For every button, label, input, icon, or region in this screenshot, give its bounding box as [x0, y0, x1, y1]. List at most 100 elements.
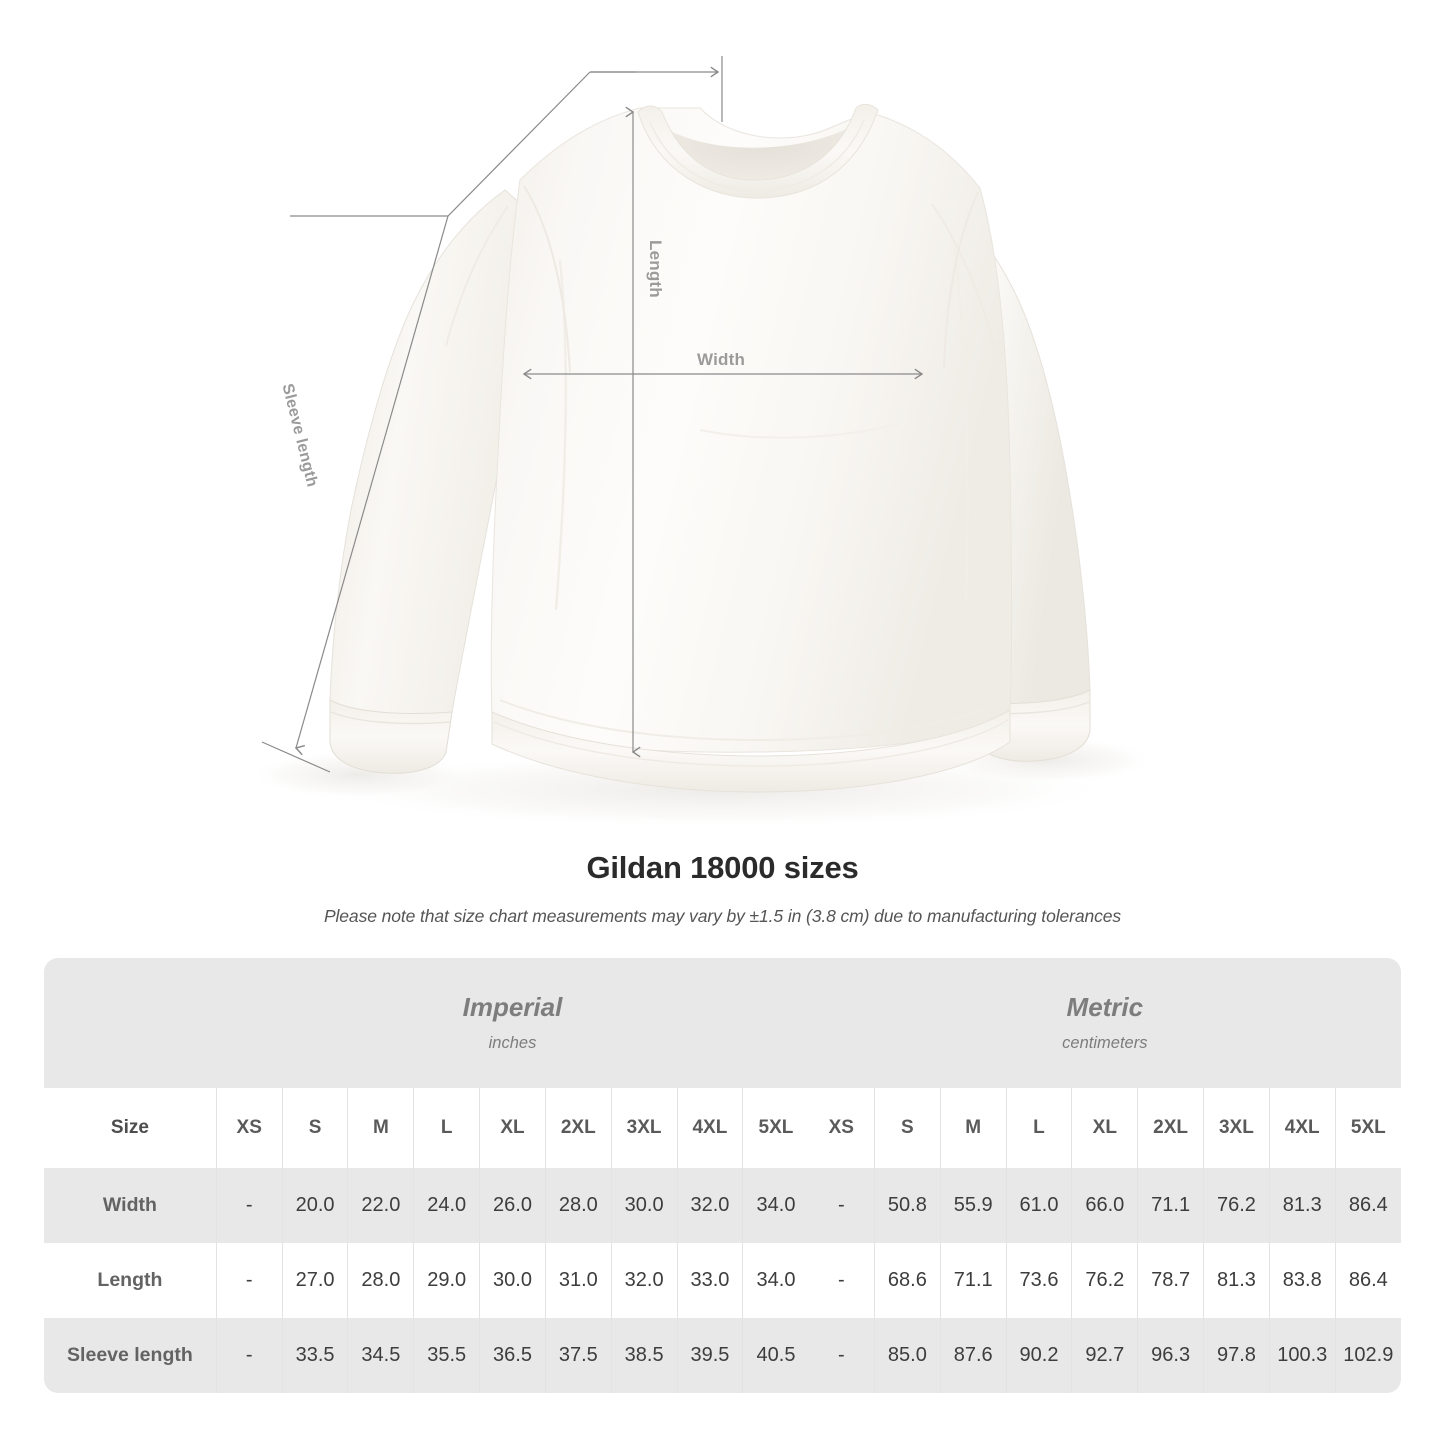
cell-width-imperial-5xl: 34.0	[742, 1168, 809, 1243]
title-block: Gildan 18000 sizes Please note that size…	[0, 840, 1445, 927]
column-header-metric-4xl: 4XL	[1268, 1088, 1336, 1168]
column-header-metric-xs: XS	[808, 1088, 875, 1168]
cell-width-imperial-s: 20.0	[281, 1168, 348, 1243]
cell-length-imperial-2xl: 31.0	[544, 1243, 612, 1318]
column-header-metric-5xl: 5XL	[1334, 1088, 1401, 1168]
measure-label-length: Length	[646, 240, 665, 298]
cell-sleeve-length-metric-2xl: 96.3	[1137, 1318, 1204, 1393]
column-header-metric-s: S	[873, 1088, 941, 1168]
cell-width-imperial-4xl: 32.0	[676, 1168, 743, 1243]
column-header-imperial-xl: XL	[479, 1088, 546, 1168]
column-header-imperial-s: S	[281, 1088, 348, 1168]
cell-width-metric-5xl: 86.4	[1334, 1168, 1401, 1243]
table-row-sleeve-length: Sleeve length -33.5 34.5 35.5 36.5 37.5 38.5 39…	[44, 1318, 1401, 1393]
column-header-metric-xl: XL	[1071, 1088, 1138, 1168]
unit-sub-imperial: inches	[488, 1033, 537, 1052]
cell-width-metric-m: 55.9	[939, 1168, 1007, 1243]
cell-length-metric-4xl: 83.8	[1268, 1243, 1336, 1318]
cell-sleeve-length-metric-xs: -	[808, 1318, 875, 1393]
cell-width-metric-3xl: 76.2	[1203, 1168, 1270, 1243]
cell-sleeve-length-imperial-xl: 36.5	[479, 1318, 546, 1393]
table-row-width: Width -20.0 22.0 24.0 26.0 28.0 30.0 32.0 34.0-5…	[44, 1168, 1401, 1243]
cell-sleeve-length-imperial-4xl: 39.5	[676, 1318, 743, 1393]
cell-width-metric-4xl: 81.3	[1268, 1168, 1336, 1243]
column-header-imperial-3xl: 3XL	[610, 1088, 678, 1168]
cell-sleeve-length-imperial-l: 35.5	[413, 1318, 480, 1393]
page-title: Gildan 18000 sizes	[586, 850, 859, 885]
cell-sleeve-length-metric-4xl: 100.3	[1268, 1318, 1336, 1393]
unit-name-metric: Metric	[1066, 992, 1144, 1023]
size-chart-table-wrap: Imperial inches Metric centimeters Size X…	[44, 958, 1401, 1393]
column-header-metric-m: M	[939, 1088, 1007, 1168]
cell-length-metric-3xl: 81.3	[1203, 1243, 1270, 1318]
cell-width-imperial-xs: -	[215, 1168, 283, 1243]
row-label-length: Length	[44, 1243, 217, 1318]
cell-length-imperial-xs: -	[215, 1243, 283, 1318]
cell-sleeve-length-metric-s: 85.0	[873, 1318, 941, 1393]
column-header-size: Size	[44, 1088, 217, 1168]
unit-header-imperial: Imperial inches	[216, 958, 809, 1088]
cell-length-imperial-3xl: 32.0	[610, 1243, 678, 1318]
row-label-sleeve-length: Sleeve length	[44, 1318, 217, 1393]
cell-sleeve-length-imperial-2xl: 37.5	[544, 1318, 612, 1393]
cell-length-metric-l: 73.6	[1005, 1243, 1072, 1318]
cell-length-metric-m: 71.1	[939, 1243, 1007, 1318]
column-header-imperial-5xl: 5XL	[742, 1088, 809, 1168]
cell-width-metric-xs: -	[808, 1168, 875, 1243]
size-chart-table: Imperial inches Metric centimeters Size X…	[44, 958, 1401, 1393]
table-row-length: Length -27.0 28.0 29.0 30.0 31.0 32.0 33.0 34.0-…	[44, 1243, 1401, 1318]
cell-sleeve-length-imperial-5xl: 40.5	[742, 1318, 809, 1393]
cell-sleeve-length-imperial-m: 34.5	[347, 1318, 414, 1393]
cell-sleeve-length-metric-m: 87.6	[939, 1318, 1007, 1393]
cell-length-imperial-l: 29.0	[413, 1243, 480, 1318]
column-header-imperial-m: M	[347, 1088, 414, 1168]
size-header-row: Size XS S M L XL 2XL 3XL 4XL 5XL XS S M L XL 2XL 3XL 4XL 5…	[44, 1088, 1401, 1168]
cell-length-imperial-4xl: 33.0	[676, 1243, 743, 1318]
cell-sleeve-length-imperial-s: 33.5	[281, 1318, 348, 1393]
cell-width-imperial-m: 22.0	[347, 1168, 414, 1243]
measurement-annotations	[261, 56, 924, 773]
column-header-metric-l: L	[1005, 1088, 1072, 1168]
tolerance-note: Please note that size chart measurements…	[323, 906, 1122, 926]
column-header-imperial-xs: XS	[215, 1088, 283, 1168]
cell-sleeve-length-metric-3xl: 97.8	[1203, 1318, 1270, 1393]
cell-width-metric-xl: 66.0	[1071, 1168, 1138, 1243]
unit-header-metric: Metric centimeters	[808, 958, 1401, 1088]
cell-length-imperial-m: 28.0	[347, 1243, 414, 1318]
cell-width-imperial-2xl: 28.0	[544, 1168, 612, 1243]
cell-width-imperial-xl: 26.0	[479, 1168, 546, 1243]
cell-sleeve-length-metric-l: 90.2	[1005, 1318, 1072, 1393]
cell-length-metric-xl: 76.2	[1071, 1243, 1138, 1318]
unit-band-spacer	[44, 958, 217, 1088]
cell-length-imperial-s: 27.0	[281, 1243, 348, 1318]
column-header-metric-2xl: 2XL	[1137, 1088, 1204, 1168]
garment-stage: Length Width Sleeve length	[250, 56, 1155, 828]
cell-sleeve-length-metric-5xl: 102.9	[1334, 1318, 1401, 1393]
column-header-imperial-4xl: 4XL	[676, 1088, 743, 1168]
unit-band-row: Imperial inches Metric centimeters	[44, 958, 1401, 1088]
row-label-width: Width	[44, 1168, 217, 1243]
cell-sleeve-length-metric-xl: 92.7	[1071, 1318, 1138, 1393]
column-header-metric-3xl: 3XL	[1203, 1088, 1270, 1168]
column-header-imperial-2xl: 2XL	[544, 1088, 612, 1168]
product-photo-panel: Length Width Sleeve length	[250, 56, 1155, 828]
unit-name-imperial: Imperial	[462, 992, 563, 1023]
cell-length-metric-5xl: 86.4	[1334, 1243, 1401, 1318]
cell-width-metric-l: 61.0	[1005, 1168, 1072, 1243]
unit-sub-metric: centimeters	[1062, 1033, 1148, 1052]
sweatshirt-illustration	[250, 103, 1155, 828]
cell-width-metric-2xl: 71.1	[1137, 1168, 1204, 1243]
cell-length-metric-xs: -	[808, 1243, 875, 1318]
cell-length-imperial-5xl: 34.0	[742, 1243, 809, 1318]
cell-length-metric-s: 68.6	[873, 1243, 941, 1318]
cell-length-imperial-xl: 30.0	[479, 1243, 546, 1318]
cell-length-metric-2xl: 78.7	[1137, 1243, 1204, 1318]
cell-sleeve-length-imperial-3xl: 38.5	[610, 1318, 678, 1393]
cell-width-metric-s: 50.8	[873, 1168, 941, 1243]
cell-width-imperial-l: 24.0	[413, 1168, 480, 1243]
column-header-imperial-l: L	[413, 1088, 480, 1168]
measure-label-width: Width	[697, 350, 746, 369]
cell-width-imperial-3xl: 30.0	[610, 1168, 678, 1243]
cell-sleeve-length-imperial-xs: -	[215, 1318, 283, 1393]
size-table-body: Width -20.0 22.0 24.0 26.0 28.0 30.0 32.0 34.0-5…	[44, 1168, 1401, 1393]
